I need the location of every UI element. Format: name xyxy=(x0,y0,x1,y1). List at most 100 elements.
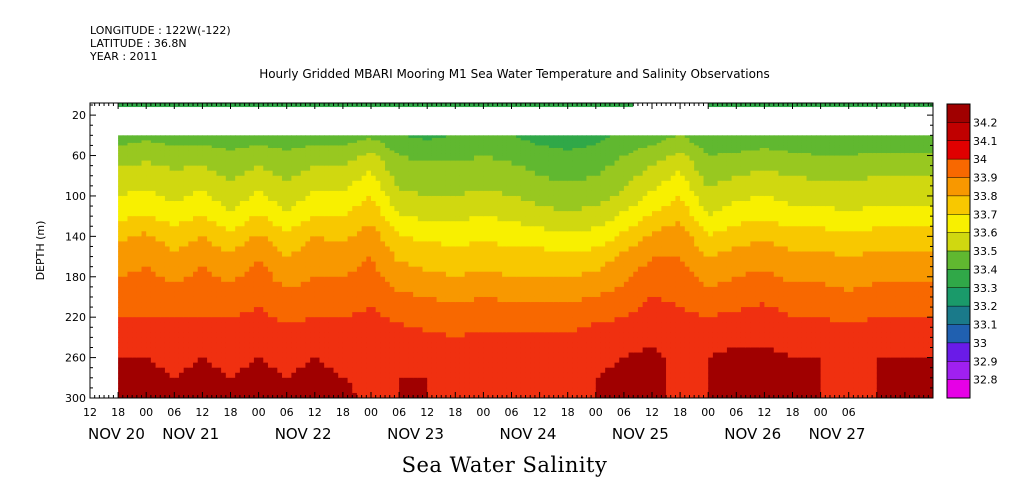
heatmap-cell xyxy=(207,367,213,374)
heatmap-cell xyxy=(422,211,428,217)
heatmap-cell xyxy=(127,382,133,389)
heatmap-cell xyxy=(160,190,166,197)
heatmap-cell xyxy=(249,357,255,364)
heatmap-cell xyxy=(403,392,410,398)
heatmap-cell xyxy=(389,372,396,379)
heatmap-cell xyxy=(356,266,363,273)
heatmap-cell xyxy=(361,160,367,167)
heatmap-cell xyxy=(338,332,344,338)
heatmap-cell xyxy=(417,266,424,273)
heatmap-cell xyxy=(282,221,288,227)
heatmap-cell xyxy=(207,150,213,154)
heatmap-cell xyxy=(291,387,297,394)
heatmap-cell xyxy=(417,160,424,167)
heatmap-cell xyxy=(122,347,129,354)
heatmap-cell xyxy=(282,200,288,207)
heatmap-cell xyxy=(511,276,517,283)
heatmap-cell xyxy=(483,347,489,354)
heatmap-cell xyxy=(361,266,367,273)
heatmap-cell xyxy=(174,322,180,328)
heatmap-cell xyxy=(174,367,180,374)
heatmap-cell xyxy=(436,140,442,144)
heatmap-cell xyxy=(296,200,302,207)
heatmap-cell xyxy=(417,312,424,318)
heatmap-cell xyxy=(296,377,302,384)
heatmap-cell xyxy=(474,342,480,349)
heatmap-cell xyxy=(193,377,199,384)
heatmap-cell xyxy=(333,185,339,192)
heatmap-cell xyxy=(497,246,503,253)
heatmap-cell xyxy=(249,291,255,298)
heatmap-cell xyxy=(459,312,466,318)
heatmap-cell xyxy=(361,206,367,212)
heatmap-cell xyxy=(296,211,302,217)
heatmap-cell xyxy=(305,327,311,333)
heatmap-cell xyxy=(525,175,531,182)
heatmap-cell xyxy=(459,180,466,187)
heatmap-cell xyxy=(464,377,470,384)
heatmap-cell xyxy=(474,332,480,338)
heatmap-cell xyxy=(169,261,175,268)
heatmap-cell xyxy=(230,211,236,217)
heatmap-cell xyxy=(310,170,316,177)
heatmap-cell xyxy=(305,377,311,384)
heatmap-cell xyxy=(445,160,452,167)
heatmap-cell xyxy=(277,337,283,344)
heatmap-cell xyxy=(296,190,302,197)
heatmap-cell xyxy=(211,190,218,197)
heatmap-cell xyxy=(436,327,442,333)
heatmap-cell xyxy=(178,231,185,237)
heatmap-cell xyxy=(328,206,335,212)
heatmap-cell xyxy=(155,200,161,207)
heatmap-cell xyxy=(244,195,250,202)
heatmap-cell xyxy=(244,200,250,207)
heatmap-cell xyxy=(427,357,433,364)
heatmap-cell xyxy=(436,195,442,202)
heatmap-cell xyxy=(525,317,531,323)
heatmap-cell xyxy=(244,367,250,374)
heatmap-cell xyxy=(399,150,405,154)
heatmap-cell xyxy=(506,135,513,139)
heatmap-cell xyxy=(160,332,166,338)
heatmap-cell xyxy=(347,165,353,172)
heatmap-cell xyxy=(375,342,381,349)
heatmap-cell xyxy=(464,246,470,253)
heatmap-cell xyxy=(385,327,391,333)
heatmap-cell xyxy=(235,387,241,394)
heatmap-cell xyxy=(511,256,517,263)
heatmap-cell xyxy=(286,392,292,398)
heatmap-cell xyxy=(427,216,433,222)
heatmap-cell xyxy=(342,357,349,364)
heatmap-cell xyxy=(193,147,199,152)
heatmap-cell xyxy=(371,352,377,359)
heatmap-cell xyxy=(380,261,386,268)
heatmap-cell xyxy=(216,150,222,154)
heatmap-cell xyxy=(497,266,503,273)
heatmap-cell xyxy=(347,200,353,207)
heatmap-cell xyxy=(146,195,152,202)
heatmap-cell xyxy=(263,382,269,389)
heatmap-cell xyxy=(188,337,194,344)
heatmap-cell xyxy=(413,352,419,359)
heatmap-cell xyxy=(272,256,278,263)
heatmap-cell xyxy=(155,271,161,278)
heatmap-cell xyxy=(300,226,307,232)
heatmap-cell xyxy=(516,382,522,389)
heatmap-cell xyxy=(174,236,180,243)
heatmap-cell xyxy=(403,291,410,298)
heatmap-cell xyxy=(324,145,330,149)
heatmap-cell xyxy=(497,367,503,374)
heatmap-cell xyxy=(310,147,316,152)
heatmap-cell xyxy=(118,357,124,364)
heatmap-cell xyxy=(235,231,241,237)
heatmap-cell xyxy=(258,302,264,308)
heatmap-cell xyxy=(277,137,283,141)
heatmap-cell xyxy=(342,317,349,323)
heatmap-cell xyxy=(221,286,227,293)
heatmap-cell xyxy=(361,195,367,202)
heatmap-cell xyxy=(249,153,255,157)
heatmap-cell xyxy=(202,221,208,227)
heatmap-cell xyxy=(216,195,222,202)
heatmap-cell xyxy=(338,387,344,394)
heatmap-cell xyxy=(347,352,353,359)
